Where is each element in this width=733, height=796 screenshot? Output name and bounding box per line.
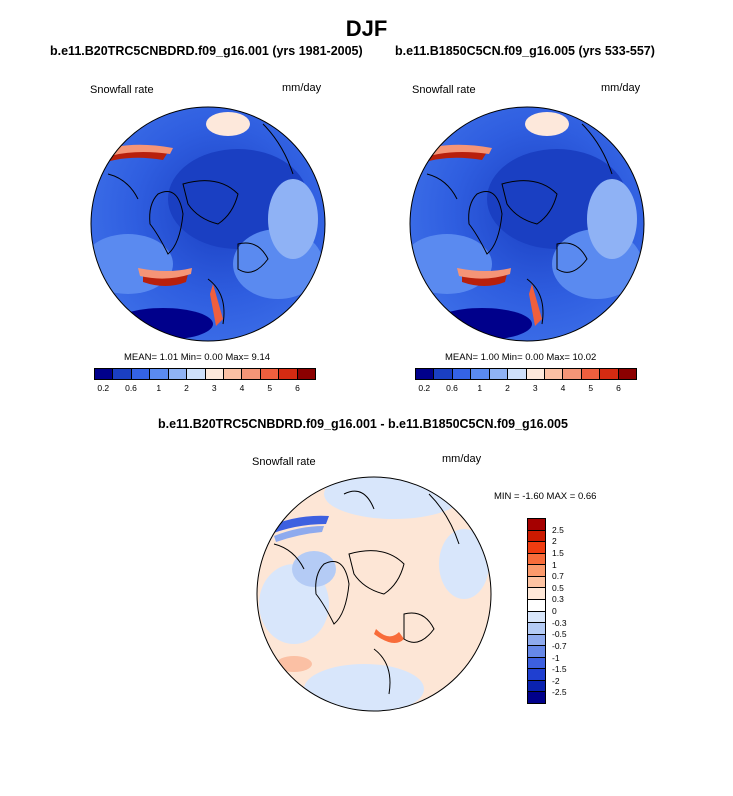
panel2-map xyxy=(409,106,645,342)
diff-units: mm/day xyxy=(442,453,482,465)
colorbar-swatch xyxy=(618,369,637,379)
colorbar-swatch xyxy=(528,519,545,531)
colorbar-swatch xyxy=(544,369,564,379)
colorbar-swatch xyxy=(528,530,545,543)
colorbar-tick-label: 4 xyxy=(239,383,245,393)
colorbar-tick-label: -0.3 xyxy=(552,617,567,628)
colorbar-tick-label: 4 xyxy=(560,383,566,393)
colorbar-tick-label: 1 xyxy=(156,383,162,393)
colorbar-swatch xyxy=(528,588,545,600)
panel1-colorbar-ticks: 0.2 0.6 1 2 3 4 5 6 xyxy=(94,383,316,395)
colorbar-tick-label: 1 xyxy=(552,559,557,570)
figure-title: DJF xyxy=(345,16,388,41)
colorbar-swatch xyxy=(581,369,601,379)
colorbar-tick-label: -1 xyxy=(552,652,560,663)
colorbar-tick-label: -0.5 xyxy=(552,629,567,640)
colorbar-swatch xyxy=(528,669,545,681)
diff-colorbar-ticks: 2.5 2 1.5 1 0.7 0.5 0.3 0 -0.3 -0.5 -0.7 -1 -1.5 -2 -2… xyxy=(552,518,592,704)
colorbar-swatch xyxy=(528,611,545,624)
colorbar-swatch xyxy=(297,369,316,379)
colorbar-tick-label: -1.5 xyxy=(552,664,567,675)
colorbar-tick-label: 0.2 xyxy=(97,383,110,393)
colorbar-swatch xyxy=(528,599,545,612)
colorbar-swatch xyxy=(528,646,545,658)
colorbar-swatch xyxy=(242,369,261,379)
panel2-colorbar xyxy=(415,368,637,380)
colorbar-swatch xyxy=(205,369,224,379)
colorbar-swatch xyxy=(223,369,243,379)
colorbar-tick-label: -2.5 xyxy=(552,687,567,698)
colorbar-tick-label: 0.6 xyxy=(446,383,458,393)
colorbar-tick-label: 1.5 xyxy=(552,547,564,558)
colorbar-tick-label: 0 xyxy=(552,606,557,616)
panel1-title: b.e11.B20TRC5CNBDRD.f09_g16.001 (yrs 198… xyxy=(50,44,363,58)
colorbar-swatch xyxy=(528,657,545,670)
colorbar-swatch xyxy=(528,692,545,703)
colorbar-swatch xyxy=(279,369,298,379)
panel2-units: mm/day xyxy=(601,82,641,94)
colorbar-tick-label: 0.7 xyxy=(552,571,564,582)
colorbar-swatch xyxy=(528,680,545,693)
colorbar-swatch xyxy=(131,369,151,379)
colorbar-swatch xyxy=(434,369,453,379)
colorbar-tick-label: 5 xyxy=(267,383,273,393)
colorbar-tick-label: 0.5 xyxy=(552,582,564,593)
colorbar-swatch xyxy=(113,369,132,379)
colorbar-tick-label: 5 xyxy=(588,383,594,393)
colorbar-tick-label: 2 xyxy=(505,383,510,393)
colorbar-tick-label: 0.6 xyxy=(125,383,137,393)
colorbar-tick-label: 0.3 xyxy=(552,594,564,605)
colorbar-swatch xyxy=(489,369,509,379)
colorbar-swatch xyxy=(471,369,490,379)
colorbar-tick-label: 2 xyxy=(552,536,557,547)
colorbar-swatch xyxy=(416,369,435,379)
panel2-colorbar-ticks: 0.2 0.6 1 2 3 4 5 6 xyxy=(415,383,637,395)
panel2-var-label: Snowfall rate xyxy=(412,84,476,96)
colorbar-swatch xyxy=(528,634,545,647)
panel1-colorbar xyxy=(94,368,316,380)
colorbar-tick-label: 0.2 xyxy=(418,383,431,393)
colorbar-swatch xyxy=(528,542,545,554)
panel2-stats: MEAN= 1.00 Min= 0.00 Max= 10.02 xyxy=(445,352,597,363)
panel1-var-label: Snowfall rate xyxy=(90,84,154,96)
colorbar-swatch xyxy=(508,369,527,379)
panel1-map xyxy=(90,106,326,342)
colorbar-swatch xyxy=(526,369,545,379)
colorbar-swatch xyxy=(150,369,169,379)
colorbar-swatch xyxy=(187,369,206,379)
colorbar-tick-label: 6 xyxy=(616,383,621,393)
colorbar-swatch xyxy=(168,369,188,379)
colorbar-tick-label: 3 xyxy=(532,383,538,393)
colorbar-tick-label: 2 xyxy=(184,383,189,393)
colorbar-tick-label: -2 xyxy=(552,675,560,686)
diff-colorbar xyxy=(527,518,546,704)
colorbar-tick-label: 2.5 xyxy=(552,524,564,535)
colorbar-swatch xyxy=(528,565,545,577)
colorbar-tick-label: -0.7 xyxy=(552,640,567,651)
colorbar-swatch xyxy=(528,623,545,635)
colorbar-swatch xyxy=(452,369,472,379)
panel1-stats: MEAN= 1.01 Min= 0.00 Max= 9.14 xyxy=(124,352,271,363)
colorbar-swatch xyxy=(528,553,545,566)
diff-map xyxy=(256,476,492,712)
colorbar-swatch xyxy=(563,369,582,379)
panel2-title: b.e11.B1850C5CN.f09_g16.005 (yrs 533-557… xyxy=(395,44,655,58)
panel1-units: mm/day xyxy=(282,82,322,94)
colorbar-swatch xyxy=(95,369,114,379)
diff-var-label: Snowfall rate xyxy=(252,456,316,468)
diff-title: b.e11.B20TRC5CNBDRD.f09_g16.001 - b.e11.… xyxy=(158,417,568,431)
colorbar-swatch xyxy=(600,369,619,379)
colorbar-tick-label: 1 xyxy=(477,383,483,393)
colorbar-tick-label: 6 xyxy=(295,383,300,393)
colorbar-tick-label: 3 xyxy=(211,383,217,393)
diff-stats: MIN = -1.60 MAX = 0.66 xyxy=(494,491,597,502)
colorbar-swatch xyxy=(260,369,280,379)
colorbar-swatch xyxy=(528,576,545,589)
